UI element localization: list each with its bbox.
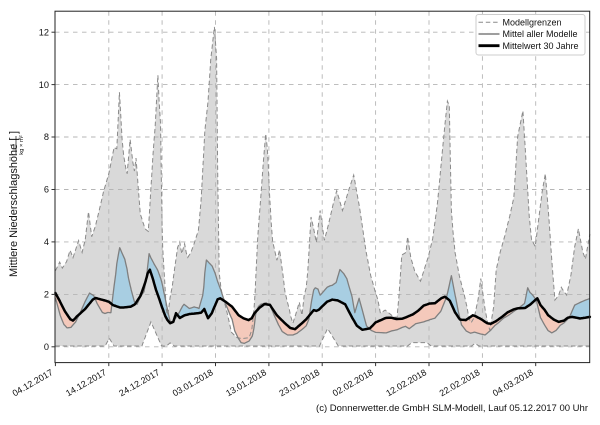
svg-text:6: 6 [44,185,49,195]
svg-text:8: 8 [44,132,49,142]
svg-text:12: 12 [39,27,49,37]
svg-text:Mittelwert 30 Jahre: Mittelwert 30 Jahre [503,41,579,51]
svg-text:4: 4 [44,237,49,247]
svg-text:Modellgrenzen: Modellgrenzen [503,18,562,28]
svg-text:l: l [10,144,17,146]
svg-text:(c) Donnerwetter.de GmbH SLM-M: (c) Donnerwetter.de GmbH SLM-Modell, Lau… [316,403,588,414]
svg-text:Mittlere Niederschlagshöhe [: Mittlere Niederschlagshöhe [ [8,138,20,277]
svg-text:Mittel aller Modelle: Mittel aller Modelle [503,29,578,39]
svg-text:2: 2 [44,290,49,300]
svg-text:kg × m²: kg × m² [19,135,25,155]
svg-text:0: 0 [44,342,49,352]
svg-text:]: ] [8,131,20,134]
svg-text:10: 10 [39,80,49,90]
